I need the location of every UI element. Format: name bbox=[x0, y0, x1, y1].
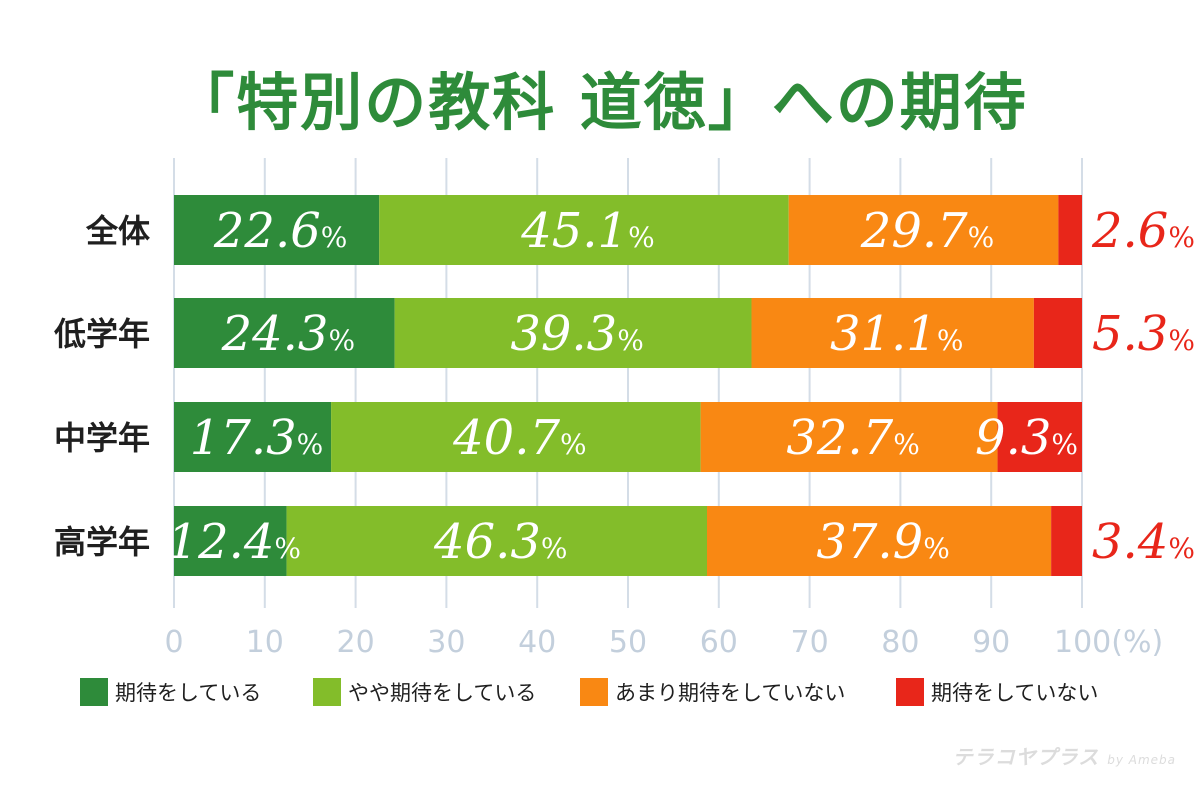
x-axis-unit: (%) bbox=[1111, 625, 1163, 660]
legend-label: 期待をしていない bbox=[931, 681, 1098, 705]
percent-sign: % bbox=[274, 532, 301, 565]
value-label: 5.3% bbox=[1092, 306, 1195, 362]
percent-sign: % bbox=[893, 428, 920, 461]
watermark-brand: テラコヤプラス bbox=[952, 745, 1100, 769]
category-label: 中学年 bbox=[54, 419, 150, 457]
legend-swatch bbox=[896, 678, 924, 706]
x-tick-label: 40 bbox=[518, 625, 556, 660]
bar-segment bbox=[751, 298, 1034, 368]
bar-segment bbox=[286, 506, 707, 576]
percent-sign: % bbox=[328, 324, 355, 357]
percent-sign: % bbox=[628, 221, 655, 254]
bar-segment bbox=[331, 402, 701, 472]
bar-segment bbox=[788, 195, 1059, 265]
bar-segment bbox=[174, 298, 395, 368]
watermark: テラコヤプラス by Ameba bbox=[953, 741, 1176, 770]
x-tick-label: 70 bbox=[791, 625, 829, 660]
percent-sign: % bbox=[541, 532, 568, 565]
bar-segment bbox=[706, 506, 1052, 576]
x-tick-label: 60 bbox=[700, 625, 738, 660]
bar-segment bbox=[997, 402, 1082, 472]
x-tick-label: 100(%) bbox=[1054, 625, 1163, 660]
percent-sign: % bbox=[1168, 532, 1195, 565]
category-label: 全体 bbox=[85, 212, 150, 250]
x-tick-label: 30 bbox=[427, 625, 465, 660]
bar-segment bbox=[379, 195, 789, 265]
bar-segment bbox=[1058, 195, 1082, 265]
x-tick-label: 0 bbox=[164, 625, 183, 660]
percent-sign: % bbox=[937, 324, 964, 357]
bar-segment bbox=[174, 506, 287, 576]
percent-sign: % bbox=[560, 428, 587, 461]
category-label: 低学年 bbox=[54, 315, 150, 353]
bar-segment bbox=[700, 402, 998, 472]
percent-sign: % bbox=[923, 532, 950, 565]
value-label: 2.6% bbox=[1091, 203, 1195, 259]
percent-sign: % bbox=[297, 428, 324, 461]
percent-sign: % bbox=[1168, 324, 1195, 357]
legend-label: やや期待をしている bbox=[348, 681, 536, 705]
legend-label: 期待をしている bbox=[115, 681, 261, 705]
percent-sign: % bbox=[1168, 221, 1195, 254]
percent-sign: % bbox=[321, 221, 348, 254]
bar-segment bbox=[174, 402, 332, 472]
watermark-by: by Ameba bbox=[1107, 753, 1176, 767]
legend-swatch bbox=[580, 678, 608, 706]
percent-sign: % bbox=[1051, 428, 1078, 461]
category-label: 高学年 bbox=[54, 523, 150, 561]
x-tick-label: 10 bbox=[246, 625, 284, 660]
bar-segment bbox=[394, 298, 752, 368]
value-label: 40.7% bbox=[452, 410, 586, 466]
x-tick-label: 20 bbox=[337, 625, 375, 660]
legend-label: あまり期待をしていない bbox=[615, 681, 845, 705]
value-label: 22.6% bbox=[213, 203, 347, 259]
bar-segment bbox=[174, 195, 380, 265]
percent-sign: % bbox=[968, 221, 995, 254]
bar-segment bbox=[1033, 298, 1082, 368]
bar-segment bbox=[1051, 506, 1082, 576]
x-tick-label: 90 bbox=[972, 625, 1010, 660]
x-tick-label: 80 bbox=[881, 625, 919, 660]
legend-swatch bbox=[80, 678, 108, 706]
chart-title: 「特別の教科 道徳」への期待 bbox=[172, 66, 1028, 139]
value-label: 3.4% bbox=[1092, 514, 1195, 570]
legend-swatch bbox=[313, 678, 341, 706]
x-tick-label: 50 bbox=[609, 625, 647, 660]
percent-sign: % bbox=[617, 324, 644, 357]
